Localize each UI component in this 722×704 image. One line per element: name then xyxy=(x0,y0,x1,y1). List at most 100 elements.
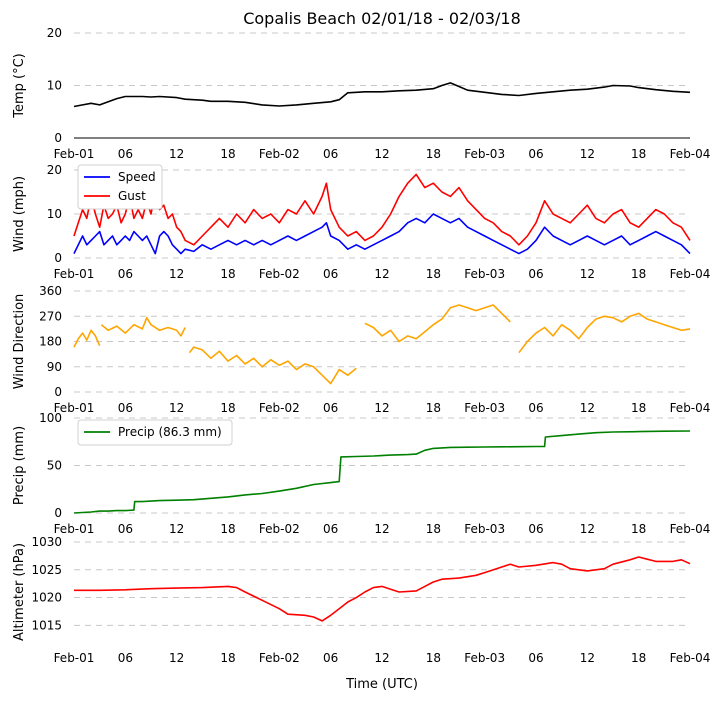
wind-series-speed xyxy=(73,213,691,255)
wind-xtick-label: Feb-02 xyxy=(259,267,300,281)
alt-xtick-label: 12 xyxy=(169,651,184,665)
wdir-xtick-label: 06 xyxy=(118,401,133,415)
alt-ytick-label: 1015 xyxy=(31,618,62,632)
wdir-series-direction xyxy=(188,346,357,385)
wdir-y-axis-label: Wind Direction xyxy=(12,294,27,390)
wind-ytick-label: 20 xyxy=(47,163,62,177)
wind-series-gust xyxy=(73,173,691,246)
temp-xtick-label: 18 xyxy=(631,147,646,161)
wdir-xtick-label: 18 xyxy=(220,401,235,415)
wdir-ytick-label: 270 xyxy=(39,309,62,323)
wdir-series-direction xyxy=(73,329,101,348)
wdir-xtick-label: 06 xyxy=(528,401,543,415)
alt-y-axis-label: Altimeter (hPa) xyxy=(12,543,27,641)
alt-xtick-label: Feb-01 xyxy=(54,651,95,665)
wind-xtick-label: Feb-01 xyxy=(54,267,95,281)
temp-xtick-label: 12 xyxy=(169,147,184,161)
wind-xtick-label: Feb-03 xyxy=(464,267,505,281)
wdir-series-direction xyxy=(100,316,186,337)
wind-xtick-label: 06 xyxy=(528,267,543,281)
wind-ytick-label: 10 xyxy=(47,207,62,221)
wind-xtick-label: 18 xyxy=(220,267,235,281)
precip-ytick-label: 50 xyxy=(47,459,62,473)
alt-xtick-label: 18 xyxy=(426,651,441,665)
precip-series-precip-86-3-mm xyxy=(73,430,691,514)
alt-xtick-label: Feb-03 xyxy=(464,651,505,665)
precip-xtick-label: Feb-03 xyxy=(464,522,505,536)
precip-xtick-label: Feb-01 xyxy=(54,522,95,536)
alt-xtick-label: 18 xyxy=(631,651,646,665)
temp-y-axis-label: Temp (°C) xyxy=(12,53,27,119)
precip-xtick-label: Feb-02 xyxy=(259,522,300,536)
wind-xtick-label: 12 xyxy=(374,267,389,281)
wdir-ytick-label: 360 xyxy=(39,284,62,298)
precip-xtick-label: 12 xyxy=(169,522,184,536)
alt-xtick-label: 06 xyxy=(323,651,338,665)
precip-xtick-label: 12 xyxy=(580,522,595,536)
temp-xtick-label: Feb-01 xyxy=(54,147,95,161)
wind-xtick-label: 12 xyxy=(580,267,595,281)
wdir-xtick-label: 12 xyxy=(580,401,595,415)
wdir-series-direction xyxy=(518,312,691,354)
temp-xtick-label: Feb-04 xyxy=(670,147,711,161)
temp-xtick-label: 18 xyxy=(426,147,441,161)
alt-ytick-label: 1020 xyxy=(31,591,62,605)
wind-xtick-label: 12 xyxy=(169,267,184,281)
alt-xtick-label: 12 xyxy=(374,651,389,665)
temp-ytick-label: 20 xyxy=(47,26,62,40)
wind-xtick-label: 06 xyxy=(323,267,338,281)
alt-xtick-label: Feb-04 xyxy=(670,651,711,665)
wind-legend-box xyxy=(77,164,163,210)
wdir-xtick-label: 12 xyxy=(169,401,184,415)
wind-xtick-label: 18 xyxy=(426,267,441,281)
wind-legend-label: Gust xyxy=(118,189,146,203)
wdir-series-direction xyxy=(364,304,511,343)
wind-y-axis-label: Wind (mph) xyxy=(12,176,27,252)
temp-xtick-label: 18 xyxy=(220,147,235,161)
temp-series-temp xyxy=(73,82,691,108)
alt-xtick-label: 18 xyxy=(220,651,235,665)
precip-xtick-label: 06 xyxy=(118,522,133,536)
wdir-xtick-label: 18 xyxy=(426,401,441,415)
wdir-xtick-label: 06 xyxy=(323,401,338,415)
temp-ytick-label: 0 xyxy=(54,131,62,145)
wdir-ytick-label: 180 xyxy=(39,335,62,349)
wind-xtick-label: 18 xyxy=(631,267,646,281)
alt-ytick-label: 1025 xyxy=(31,563,62,577)
precip-ytick-label: 100 xyxy=(39,411,62,425)
wdir-xtick-label: 12 xyxy=(374,401,389,415)
precip-legend-label: Precip (86.3 mm) xyxy=(118,425,222,439)
precip-y-axis-label: Precip (mm) xyxy=(12,426,27,505)
wind-xtick-label: 06 xyxy=(118,267,133,281)
precip-ytick-label: 0 xyxy=(54,506,62,520)
alt-xtick-label: 12 xyxy=(580,651,595,665)
precip-xtick-label: 06 xyxy=(528,522,543,536)
wdir-xtick-label: Feb-03 xyxy=(464,401,505,415)
temp-xtick-label: 06 xyxy=(118,147,133,161)
wdir-ytick-label: 90 xyxy=(47,360,62,374)
temp-xtick-label: 12 xyxy=(580,147,595,161)
wdir-ytick-label: 0 xyxy=(54,385,62,399)
alt-xtick-label: 06 xyxy=(528,651,543,665)
wdir-xtick-label: Feb-02 xyxy=(259,401,300,415)
precip-xtick-label: 18 xyxy=(426,522,441,536)
precip-legend-box xyxy=(77,419,233,446)
wind-xtick-label: Feb-04 xyxy=(670,267,711,281)
alt-xtick-label: 06 xyxy=(118,651,133,665)
temp-xtick-label: Feb-02 xyxy=(259,147,300,161)
temp-ytick-label: 10 xyxy=(47,79,62,93)
wdir-xtick-label: Feb-04 xyxy=(670,401,711,415)
precip-xtick-label: 12 xyxy=(374,522,389,536)
precip-xtick-label: Feb-04 xyxy=(670,522,711,536)
wind-ytick-label: 0 xyxy=(54,251,62,265)
temp-xtick-label: 12 xyxy=(374,147,389,161)
precip-xtick-label: 18 xyxy=(220,522,235,536)
alt-xtick-label: Feb-02 xyxy=(259,651,300,665)
precip-xtick-label: 06 xyxy=(323,522,338,536)
x-axis-label: Time (UTC) xyxy=(345,677,418,692)
precip-xtick-label: 18 xyxy=(631,522,646,536)
figure-title: Copalis Beach 02/01/18 - 02/03/18 xyxy=(243,9,521,28)
alt-series-altimeter xyxy=(74,556,691,622)
